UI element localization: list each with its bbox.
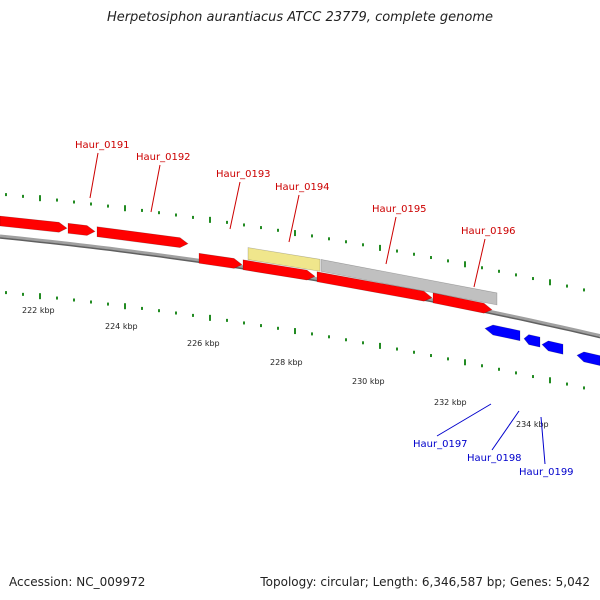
gene-arrow-reverse[interactable] [576, 351, 600, 366]
gene-labels: Haur_0191 Haur_0192 Haur_0193 Haur_0194 Haur… [75, 140, 574, 478]
gene-arrow[interactable] [0, 215, 68, 233]
ruler-label: 224 kbp [105, 322, 138, 331]
gene-arrow-highlighted[interactable] [247, 247, 321, 272]
gene-track [0, 215, 600, 366]
ruler-labels: 222 kbp 224 kbp 226 kbp 228 kbp 230 kbp 232 k… [22, 306, 549, 429]
ruler-label: 234 kbp [516, 420, 549, 429]
backbone-line-outer [0, 234, 600, 338]
gene-arrow[interactable] [242, 259, 316, 281]
genome-title: Herpetosiphon aurantiacus ATCC 23779, co… [106, 10, 494, 25]
tick-marks [5, 193, 585, 390]
gene-arrow[interactable] [96, 226, 189, 248]
gene-arrow-reverse[interactable] [484, 324, 521, 342]
gene-label-leader [150, 164, 161, 213]
gene-label[interactable]: Haur_0196 [461, 226, 516, 237]
gene-label[interactable]: Haur_0197 [413, 439, 468, 450]
gene-label[interactable]: Haur_0194 [275, 182, 330, 193]
genome-backbone [0, 234, 600, 339]
gene-arrow[interactable] [316, 271, 433, 302]
ruler-label: 232 kbp [434, 398, 467, 407]
gene-label-leader [89, 152, 99, 199]
gene-arrow-reverse[interactable] [523, 334, 541, 348]
gene-label-leader [229, 181, 241, 230]
gene-label-leader [473, 238, 486, 288]
gene-label[interactable]: Haur_0193 [216, 169, 271, 180]
gene-label[interactable]: Haur_0198 [467, 453, 522, 464]
ruler-label: 230 kbp [352, 377, 385, 386]
gene-label-leader [288, 194, 300, 243]
gene-label[interactable]: Haur_0192 [136, 152, 191, 163]
gene-arrow[interactable] [198, 252, 243, 269]
gene-label-leader [540, 416, 546, 465]
gene-label[interactable]: Haur_0191 [75, 140, 130, 151]
gene-label[interactable]: Haur_0199 [519, 467, 574, 478]
gene-label-leader [436, 403, 492, 437]
genome-stats-text: Topology: circular; Length: 6,346,587 bp… [260, 575, 590, 589]
gene-arrow-reverse[interactable] [541, 340, 564, 355]
accession-text: Accession: NC_009972 [9, 575, 146, 589]
gene-label-leader [491, 410, 520, 451]
backbone-line-inner [0, 237, 600, 339]
gene-arrow[interactable] [432, 292, 493, 314]
gene-label[interactable]: Haur_0195 [372, 204, 427, 215]
gene-arrow[interactable] [67, 222, 96, 236]
gene-label-leader [385, 216, 397, 265]
ruler-label: 228 kbp [270, 358, 303, 367]
gene-arrow-pseudogene[interactable] [320, 259, 498, 306]
ruler-label: 226 kbp [187, 339, 220, 348]
ruler-label: 222 kbp [22, 306, 55, 315]
